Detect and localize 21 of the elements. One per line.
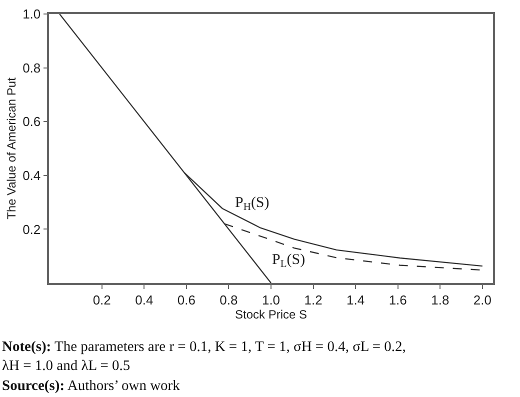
x-tick-label: 0.8: [220, 292, 238, 308]
y-tick-label: 0.4: [22, 168, 41, 183]
x-tick-label: 1.8: [431, 292, 450, 308]
y-axis-title: The Value of American Put: [4, 76, 18, 220]
text: Note(s): The parameters are r = 0.1, K = 1, T = 1, σH = 0.4, σL = 0.2, λH = 1.0 and λL = 0.5: [2, 339, 406, 374]
y-tick-label: 1.0: [22, 6, 41, 22]
series-label: P$_{H}$(S): [235, 195, 270, 214]
series-label: P$_{L}$(S): [272, 252, 306, 270]
y-tick-label: 0.8: [22, 60, 41, 76]
x-tick-label: 0.6: [177, 292, 196, 308]
y-tick-label: 0.6: [22, 114, 41, 130]
x-tick-label: 1.4: [346, 292, 365, 308]
x-tick-label: 1.0: [262, 292, 280, 308]
x-tick-label: 0.2: [92, 292, 111, 308]
x-tick-label: 2.0: [473, 292, 492, 308]
x-tick-label: 1.6: [388, 292, 407, 308]
x-axis-title: Stock Price S: [234, 307, 308, 322]
source-note: Source(s): Authors’ own work: [2, 378, 181, 394]
y-tick-label: 0.2: [22, 222, 41, 237]
x-tick-label: 1.2: [304, 292, 322, 308]
x-tick-label: 0.4: [135, 292, 154, 308]
